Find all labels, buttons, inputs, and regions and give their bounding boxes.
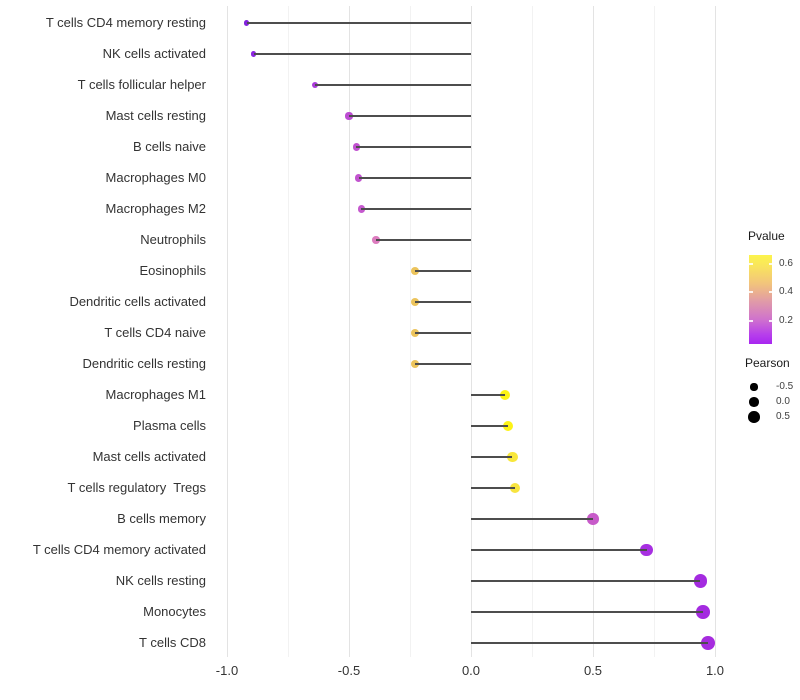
- category-label: Plasma cells: [133, 418, 206, 433]
- category-label: Eosinophils: [139, 263, 207, 278]
- pearson-size-dot: [750, 383, 758, 391]
- lollipop-segment: [471, 425, 508, 427]
- major-gridline: [714, 6, 716, 657]
- minor-gridline: [653, 6, 655, 657]
- colorbar-tick: [768, 291, 772, 293]
- major-gridline: [592, 6, 594, 657]
- x-tick-label: -0.5: [337, 663, 361, 678]
- category-label: Macrophages M2: [105, 201, 206, 216]
- lollipop-dot: [345, 112, 353, 120]
- category-label: Mast cells resting: [105, 108, 206, 123]
- major-gridline: [226, 6, 228, 657]
- legend-pearson-title: Pearson: [745, 356, 790, 370]
- lollipop-segment: [246, 22, 471, 24]
- pearson-size-label: -0.5: [776, 381, 794, 392]
- minor-gridline: [531, 6, 533, 657]
- colorbar-tick-label: 0.6: [779, 257, 793, 269]
- lollipop-segment: [314, 84, 471, 86]
- major-gridline: [470, 6, 472, 657]
- lollipop-segment: [414, 301, 471, 303]
- lollipop-segment: [356, 146, 471, 148]
- pearson-size-dot: [748, 411, 760, 423]
- category-label: Dendritic cells activated: [69, 294, 206, 309]
- lollipop-dot: [507, 451, 518, 463]
- minor-gridline: [287, 6, 289, 657]
- colorbar-tick: [749, 263, 753, 265]
- lollipop-segment: [471, 487, 515, 489]
- colorbar-tick-label: 0.4: [779, 285, 793, 297]
- lollipop-segment: [471, 549, 647, 551]
- lollipop-segment: [471, 580, 701, 582]
- lollipop-segment: [349, 115, 471, 117]
- category-label: Mast cells activated: [92, 449, 206, 464]
- lollipop-segment: [471, 456, 513, 458]
- lollipop-dot: [410, 297, 419, 307]
- category-label: Monocytes: [143, 604, 206, 619]
- lollipop-segment: [414, 332, 471, 334]
- lollipop-dot: [700, 636, 715, 650]
- lollipop-segment: [414, 363, 471, 365]
- category-label: Neutrophils: [140, 232, 206, 247]
- lollipop-segment: [471, 518, 593, 520]
- x-tick-label: -1.0: [215, 663, 239, 678]
- pearson-size-dot: [749, 397, 759, 407]
- category-label: T cells CD4 naive: [104, 325, 206, 340]
- lollipop-dot: [509, 482, 520, 494]
- lollipop-segment: [471, 642, 708, 644]
- major-gridline: [348, 6, 350, 657]
- colorbar-tick: [768, 263, 772, 265]
- lollipop-segment: [375, 239, 471, 241]
- lollipop-dot: [640, 543, 653, 557]
- pearson-size-label: 0.5: [776, 411, 790, 422]
- lollipop-segment: [414, 270, 471, 272]
- category-label: T cells CD4 memory resting: [45, 15, 206, 30]
- category-label: B cells memory: [117, 511, 206, 526]
- lollipop-segment: [358, 177, 471, 179]
- x-tick-label: 1.0: [705, 663, 725, 678]
- legend-pvalue-title: Pvalue: [748, 229, 785, 243]
- category-label: Dendritic cells resting: [82, 356, 206, 371]
- minor-gridline: [409, 6, 411, 657]
- lollipop-segment: [361, 208, 471, 210]
- lollipop-segment: [253, 53, 471, 55]
- category-label: T cells follicular helper: [77, 77, 206, 92]
- x-tick-label: 0.0: [461, 663, 481, 678]
- x-tick-label: 0.5: [583, 663, 603, 678]
- colorbar-tick: [749, 291, 753, 293]
- colorbar-tick: [749, 320, 753, 322]
- category-label: Macrophages M0: [105, 170, 206, 185]
- category-label: T cells CD4 memory activated: [32, 542, 206, 557]
- lollipop-dot: [410, 328, 419, 338]
- category-label: T cells regulatory Tregs: [67, 480, 206, 495]
- pearson-size-label: 0.0: [776, 396, 790, 407]
- lollipop-dot: [502, 421, 513, 431]
- lollipop-dot: [410, 266, 419, 276]
- colorbar-tick-label: 0.2: [779, 314, 793, 326]
- category-label: NK cells activated: [102, 46, 206, 61]
- lollipop-dot: [352, 143, 360, 151]
- category-label: NK cells resting: [115, 573, 206, 588]
- category-label: T cells CD8: [139, 635, 206, 650]
- colorbar-tick: [768, 320, 772, 322]
- category-label: Macrophages M1: [105, 387, 206, 402]
- category-label: B cells naive: [133, 139, 206, 154]
- lollipop-dot: [410, 359, 419, 369]
- lollipop-segment: [471, 611, 703, 613]
- pvalue-colorbar: [749, 255, 772, 344]
- lollipop-segment: [471, 394, 506, 396]
